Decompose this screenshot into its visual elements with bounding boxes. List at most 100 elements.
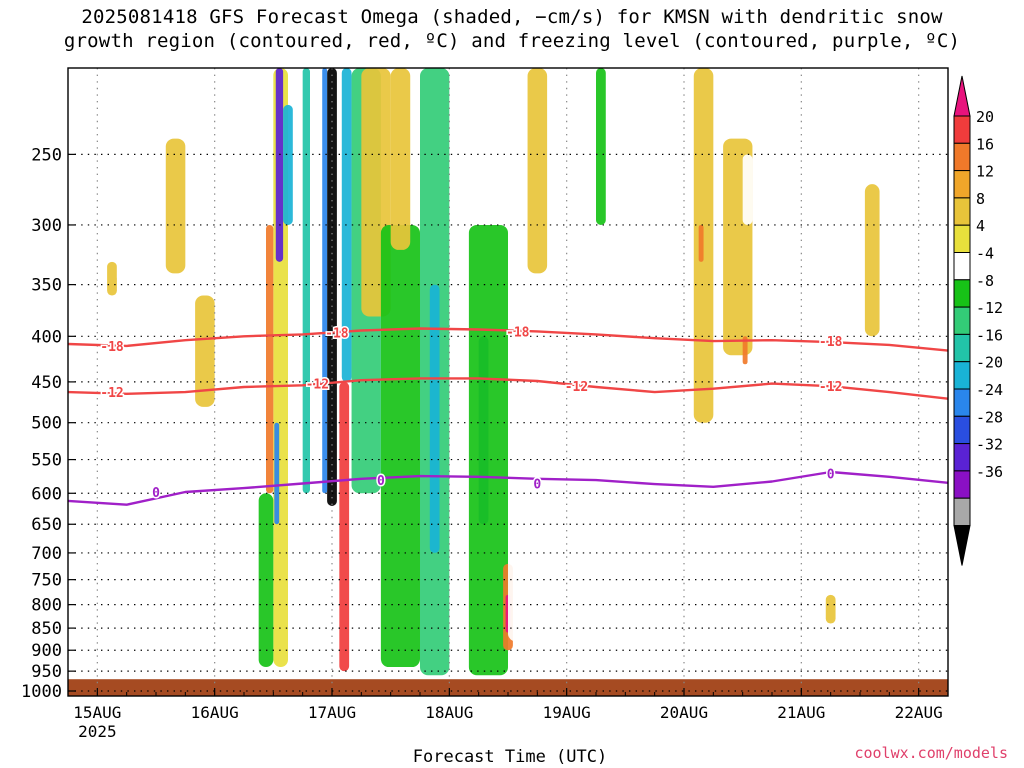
x-tick-label: 16AUG xyxy=(191,703,239,722)
colorbar-swatch xyxy=(953,170,971,199)
colorbar-swatch xyxy=(953,443,971,472)
omega-shaded-cell xyxy=(322,68,328,494)
colorbar-swatch xyxy=(953,142,971,172)
y-tick-label: 900 xyxy=(31,641,62,661)
contour-label: -18 xyxy=(325,326,349,341)
omega-shaded-cell xyxy=(850,224,860,296)
y-tick-label: 450 xyxy=(31,373,62,393)
omega-shaded-cell xyxy=(468,224,508,676)
omega-shaded-cell xyxy=(274,422,280,525)
colorbar-top-arrow xyxy=(953,75,971,117)
omega-shaded-cell xyxy=(864,184,880,337)
omega-shaded-cell xyxy=(825,594,836,624)
colorbar-bottom-arrow xyxy=(953,525,971,566)
omega-shaded-cell xyxy=(341,68,352,382)
y-tick-label: 750 xyxy=(31,571,62,591)
surface-band xyxy=(68,679,948,696)
colorbar-tick-label: -28 xyxy=(976,408,1003,426)
y-tick-label: 1000 xyxy=(21,682,62,702)
omega-shaded-cell xyxy=(302,68,310,494)
omega-shaded-cell xyxy=(195,295,215,407)
omega-shaded-cell xyxy=(429,284,440,553)
colorbar-swatch xyxy=(953,361,971,390)
colorbar-tick-label: -12 xyxy=(976,299,1003,317)
colorbar-swatch xyxy=(953,388,971,417)
y-tick-label: 850 xyxy=(31,619,62,639)
omega-shaded-cell xyxy=(791,295,807,423)
colorbar-swatch xyxy=(953,415,971,445)
colorbar-swatch xyxy=(953,197,971,226)
omega-shaded-cell xyxy=(390,68,411,250)
colorbar-tick-label: -8 xyxy=(976,272,994,290)
colorbar-swatch xyxy=(953,306,971,335)
colorbar-tick-label: -4 xyxy=(976,245,994,263)
chart-title: 2025081418 GFS Forecast Omega (shaded, −… xyxy=(81,6,943,28)
omega-shaded-cell xyxy=(527,68,548,274)
omega-shaded-cell xyxy=(698,224,704,262)
colorbar-swatch xyxy=(953,224,971,253)
y-tick-label: 500 xyxy=(31,414,62,434)
omega-shaded-cell xyxy=(116,122,132,285)
x-tick-label: 21AUG xyxy=(777,703,825,722)
chart-subtitle: growth region (contoured, red, ºC) and f… xyxy=(63,30,961,52)
omega-shaded-cell xyxy=(107,261,117,296)
omega-shaded-cell xyxy=(576,68,596,250)
colorbar-swatch xyxy=(953,252,971,281)
omega-shaded-cell xyxy=(165,138,186,274)
y-tick-label: 650 xyxy=(31,515,62,535)
colorbar-swatch xyxy=(953,279,971,308)
colorbar-tick-label: 20 xyxy=(976,108,994,126)
omega-shaded-cell xyxy=(742,336,748,365)
x-tick-label: 20AUG xyxy=(660,703,708,722)
colorbar-tick-label: -36 xyxy=(976,463,1003,481)
y-tick-label: 800 xyxy=(31,596,62,616)
colorbar-tick-label: 4 xyxy=(976,217,985,235)
colorbar-swatch xyxy=(953,470,971,499)
contour-label: 0 xyxy=(533,477,541,492)
contour-line-minus12 xyxy=(68,377,948,400)
colorbar-tick-label: 12 xyxy=(976,163,994,181)
x-tick-label: 22AUG xyxy=(895,703,943,722)
omega-shaded-cell xyxy=(508,104,528,642)
y-tick-label: 400 xyxy=(31,327,62,347)
colorbar-swatch xyxy=(953,497,971,527)
contour-label: -12 xyxy=(306,378,329,393)
y-tick-label: 250 xyxy=(31,145,62,165)
colorbar-tick-label: 8 xyxy=(976,190,985,208)
x-tick-label: 17AUG xyxy=(308,703,356,722)
omega-shaded-cell xyxy=(380,224,420,668)
colorbar-swatch xyxy=(953,333,971,363)
omega-shaded-cell xyxy=(266,224,274,494)
x-tick-label: 15AUG xyxy=(73,703,121,722)
colorbar-tick-label: -20 xyxy=(976,354,1003,372)
omega-shaded-cell xyxy=(283,104,293,225)
colorbar-swatch xyxy=(953,115,971,144)
contour-label: -18 xyxy=(100,340,124,355)
x-year-label: 2025 xyxy=(78,722,117,741)
y-tick-label: 950 xyxy=(31,662,62,682)
contour-label: 0 xyxy=(152,486,160,501)
contour-label: 0 xyxy=(377,474,385,489)
omega-shaded-cell xyxy=(596,68,606,225)
y-tick-label: 550 xyxy=(31,451,62,471)
colorbar-tick-label: -16 xyxy=(976,326,1003,344)
x-axis-label: Forecast Time (UTC) xyxy=(413,747,607,767)
colorbar-tick-label: -32 xyxy=(976,436,1003,454)
contour-label: -12 xyxy=(565,380,588,395)
contour-label: -18 xyxy=(506,325,530,340)
credit-text: coolwx.com/models xyxy=(854,744,1008,762)
contour-label: -12 xyxy=(819,380,842,395)
x-tick-label: 19AUG xyxy=(543,703,591,722)
colorbar-tick-label: 16 xyxy=(976,135,994,153)
omega-shaded-cell xyxy=(339,381,350,672)
y-tick-label: 700 xyxy=(31,544,62,564)
omega-shaded-cell xyxy=(742,154,753,225)
contour-line-minus18 xyxy=(68,327,948,352)
x-tick-label: 18AUG xyxy=(425,703,473,722)
contour-line-0 xyxy=(68,470,948,506)
y-tick-label: 300 xyxy=(31,216,62,236)
contour-label: -12 xyxy=(100,386,123,401)
omega-shaded-cell xyxy=(275,68,284,262)
y-tick-label: 600 xyxy=(31,484,62,504)
